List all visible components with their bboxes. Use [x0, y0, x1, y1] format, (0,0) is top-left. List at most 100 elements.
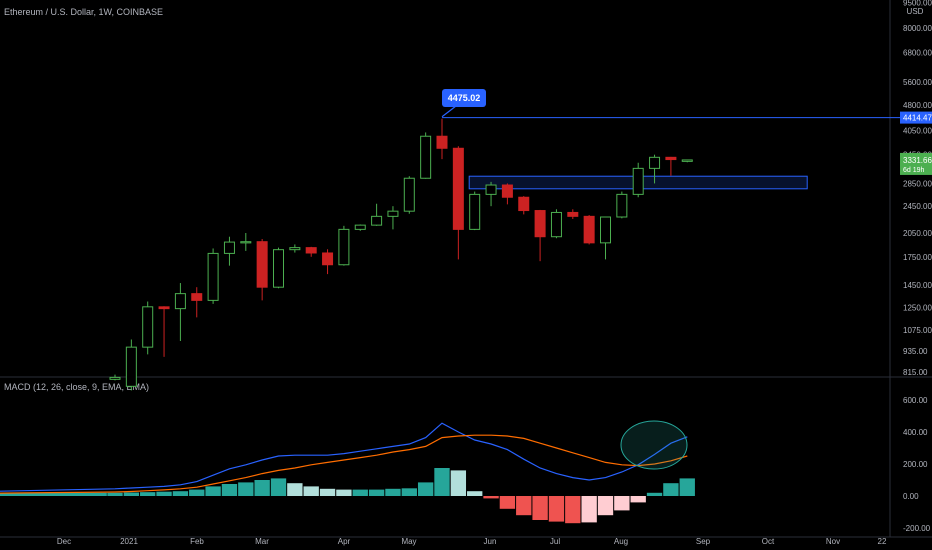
candle [125, 339, 137, 391]
candle [354, 224, 366, 231]
price-tick-label: 2450.00 [903, 202, 932, 211]
histogram-bar [401, 488, 417, 496]
time-axis[interactable]: Dec 2021 Feb Mar Apr May Jun Jul Aug Sep Oct Nov 22 [57, 537, 887, 546]
candle [665, 156, 677, 176]
candle-body-down [452, 147, 464, 230]
histogram-bar [417, 482, 434, 496]
time-tick-label: 22 [878, 537, 887, 546]
histogram-bar [581, 496, 597, 523]
candle [256, 238, 268, 301]
candle [371, 203, 383, 226]
candle-body-up [371, 215, 383, 226]
histogram-bar [597, 496, 614, 516]
histogram-bar [205, 486, 221, 496]
candle-body-up [338, 228, 350, 266]
candle [223, 236, 235, 266]
candle-body-down [436, 135, 448, 149]
histogram-bar [516, 496, 532, 516]
price-tick-label: 2050.00 [903, 229, 932, 238]
candle-body-down [567, 211, 579, 217]
candle [191, 287, 203, 318]
price-axis[interactable]: 9500.00 8000.00 6800.00 5600.00 4800.00 4050.… [903, 0, 932, 377]
histogram-bar [646, 492, 663, 496]
candle-body-down [191, 293, 203, 301]
candle [109, 374, 121, 381]
candle-body-up [469, 193, 481, 230]
callout-pointer [441, 105, 457, 118]
candle [322, 249, 334, 275]
candle-body-up [616, 193, 628, 218]
macd-panel [0, 420, 695, 524]
last-price-value: 3331.66 [903, 156, 932, 165]
candle-body-up [109, 376, 121, 380]
candle [273, 247, 284, 289]
candle-body-down [534, 210, 546, 238]
time-tick-label: May [401, 537, 416, 546]
currency-label[interactable]: USD [907, 7, 924, 16]
candle-body-up [125, 346, 137, 387]
candle-body-up [273, 249, 284, 288]
price-tick-label: 2850.00 [903, 179, 932, 188]
candle [681, 159, 693, 163]
candle-body-up [387, 210, 399, 217]
price-tick-label: 8000.00 [903, 24, 932, 33]
candle [632, 162, 644, 198]
candle-body-up [632, 167, 644, 195]
candle [158, 306, 170, 357]
candle-body-up [289, 247, 301, 251]
candle-body-up [354, 224, 366, 230]
macd-axis[interactable]: 600.00 400.00 200.00 0.00 -200.00 [903, 396, 931, 533]
macd-tick-label: 200.00 [903, 460, 928, 469]
chart-title: Ethereum / U.S. Dollar, 1W, COINBASE [4, 7, 163, 17]
macd-tick-label: -200.00 [903, 524, 931, 533]
candle-body-up [550, 211, 562, 238]
candle-body-down [518, 196, 530, 212]
histogram-bar [189, 489, 205, 496]
price-tick-label: 4800.00 [903, 101, 932, 110]
histogram-bar [270, 478, 287, 496]
histogram-bar [483, 496, 499, 499]
candle-body-down [665, 156, 677, 161]
candle-body-up [681, 159, 693, 162]
histogram-bar [287, 483, 303, 496]
price-tick-label: 5600.00 [903, 78, 932, 87]
candle-body-down [501, 184, 513, 198]
candle [469, 191, 481, 231]
time-tick-label: Sep [696, 537, 711, 546]
candle [567, 209, 579, 219]
histogram-bar [107, 492, 123, 496]
axis-label-box [900, 111, 932, 124]
time-tick-label: Nov [826, 537, 840, 546]
candle [387, 206, 399, 230]
candle [518, 196, 530, 215]
histogram-bar [254, 480, 270, 496]
candle-body-up [600, 216, 611, 244]
candle [142, 301, 154, 355]
time-tick-label: Apr [338, 537, 351, 546]
candle-body-up [240, 241, 252, 244]
candles [109, 118, 693, 391]
signal-line [0, 434, 688, 494]
time-tick-label: 2021 [120, 537, 138, 546]
candle [420, 132, 432, 179]
candle-body-up [420, 135, 432, 179]
candle-body-up [174, 293, 186, 310]
candle [452, 146, 464, 260]
histogram-bar [532, 496, 548, 520]
histogram-bar [385, 488, 401, 496]
candle-body-up [403, 177, 415, 212]
price-tick-label: 4050.00 [903, 127, 932, 136]
histogram-bar [499, 496, 516, 509]
candle-body-up [142, 306, 154, 348]
price-tick-label: 1075.00 [903, 326, 932, 335]
callout-box [442, 89, 486, 107]
macd-tick-label: 600.00 [903, 396, 928, 405]
macd-line [0, 422, 688, 492]
callout-text: 4475.02 [448, 93, 481, 103]
price-tick-label: 1250.00 [903, 303, 932, 312]
peak-callout: 4475.02 [441, 89, 486, 118]
histogram-bar [679, 478, 695, 496]
candle-body-down [158, 306, 170, 310]
candle [501, 183, 513, 205]
candle [583, 215, 595, 245]
